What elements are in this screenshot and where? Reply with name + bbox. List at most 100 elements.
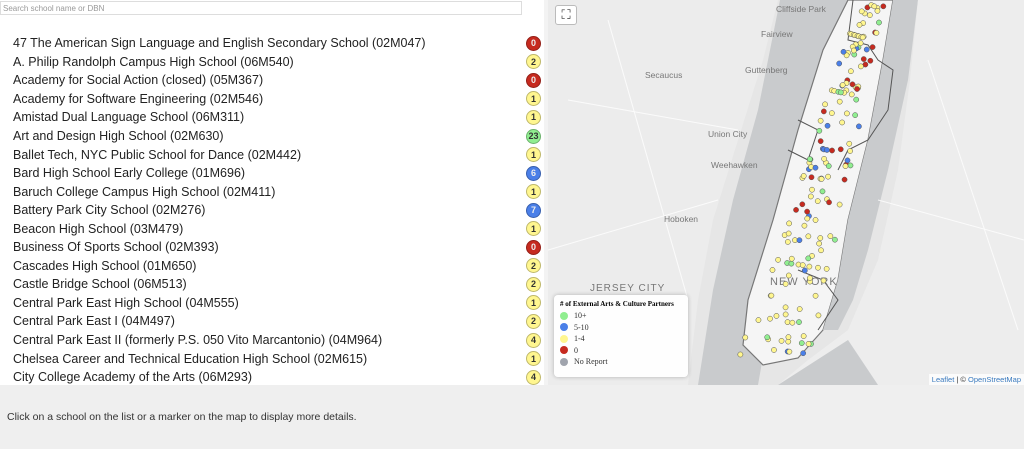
school-marker[interactable]	[829, 110, 835, 116]
school-marker[interactable]	[809, 186, 815, 193]
school-marker[interactable]	[836, 98, 843, 105]
school-marker[interactable]	[788, 260, 795, 267]
search-input[interactable]	[0, 1, 522, 15]
school-marker[interactable]	[858, 63, 864, 70]
school-marker[interactable]	[857, 40, 864, 47]
school-marker[interactable]	[850, 47, 857, 54]
school-marker[interactable]	[784, 319, 791, 325]
school-marker[interactable]	[832, 236, 838, 243]
school-marker[interactable]	[805, 340, 812, 347]
school-list-item[interactable]: Bard High School Early College (01M696) 6	[13, 164, 543, 183]
school-marker[interactable]	[856, 22, 863, 28]
school-marker[interactable]	[836, 60, 843, 67]
school-list-item[interactable]: Ballet Tech, NYC Public School for Dance…	[13, 145, 543, 164]
school-marker[interactable]	[853, 96, 860, 103]
school-marker[interactable]	[818, 247, 824, 254]
school-marker[interactable]	[784, 239, 791, 245]
school-marker[interactable]	[785, 272, 792, 279]
school-marker[interactable]	[805, 255, 812, 262]
school-marker[interactable]	[788, 255, 795, 262]
school-marker[interactable]	[796, 237, 803, 244]
osm-link[interactable]: OpenStreetMap	[968, 375, 1021, 384]
school-marker[interactable]	[820, 108, 827, 115]
school-marker[interactable]	[807, 193, 814, 200]
school-marker[interactable]	[818, 176, 825, 182]
school-marker[interactable]	[839, 119, 845, 126]
school-marker[interactable]	[823, 266, 830, 272]
school-marker[interactable]	[814, 198, 821, 204]
school-marker[interactable]	[816, 127, 823, 134]
school-marker[interactable]	[769, 267, 776, 273]
school-marker[interactable]	[812, 292, 819, 299]
school-list-item[interactable]: Castle Bridge School (06M513) 2	[13, 275, 543, 294]
school-marker[interactable]	[782, 281, 789, 287]
school-marker[interactable]	[880, 3, 887, 10]
school-marker[interactable]	[843, 52, 850, 59]
school-marker[interactable]	[824, 147, 830, 153]
school-marker[interactable]	[854, 86, 860, 92]
school-list-item[interactable]: Central Park East I (04M497) 2	[13, 312, 543, 331]
school-marker[interactable]	[782, 311, 789, 318]
school-marker[interactable]	[815, 264, 821, 271]
school-marker[interactable]	[873, 30, 880, 36]
school-marker[interactable]	[841, 176, 848, 183]
school-marker[interactable]	[847, 148, 853, 154]
school-marker[interactable]	[863, 46, 870, 53]
school-marker[interactable]	[782, 304, 789, 311]
school-marker[interactable]	[785, 334, 792, 340]
school-marker[interactable]	[799, 201, 806, 208]
school-marker[interactable]	[819, 188, 826, 195]
map[interactable]: Cliffside Park Fairview Secaucus Guttenb…	[548, 0, 1024, 385]
school-marker[interactable]	[808, 174, 815, 181]
school-list-item[interactable]: Business Of Sports School (02M393) 0	[13, 238, 543, 257]
school-marker[interactable]	[824, 122, 831, 129]
school-marker[interactable]	[876, 19, 882, 26]
school-marker[interactable]	[825, 163, 832, 169]
school-marker[interactable]	[848, 68, 854, 75]
school-marker[interactable]	[742, 334, 749, 341]
school-marker[interactable]	[844, 157, 851, 164]
school-marker[interactable]	[796, 306, 803, 312]
school-list-item[interactable]: Amistad Dual Language School (06M311) 1	[13, 108, 543, 127]
school-marker[interactable]	[826, 199, 832, 206]
school-marker[interactable]	[755, 317, 762, 323]
school-marker[interactable]	[829, 147, 835, 154]
school-marker[interactable]	[836, 201, 843, 208]
school-marker[interactable]	[839, 82, 846, 88]
school-list-item[interactable]: Central Park East High School (04M555) 1	[13, 294, 543, 313]
school-marker[interactable]	[859, 34, 866, 41]
school-list-item[interactable]: Academy for Social Action (closed) (05M3…	[13, 71, 543, 90]
school-marker[interactable]	[817, 235, 824, 241]
school-marker[interactable]	[801, 267, 808, 274]
school-marker[interactable]	[800, 173, 807, 179]
school-list-item[interactable]: Battery Park City School (02M276) 7	[13, 201, 543, 220]
school-marker[interactable]	[874, 8, 881, 14]
school-marker[interactable]	[840, 48, 847, 55]
school-marker[interactable]	[778, 337, 785, 344]
school-marker[interactable]	[827, 233, 834, 239]
school-list-item[interactable]: Beacon High School (03M479) 1	[13, 219, 543, 238]
school-marker[interactable]	[786, 220, 792, 227]
school-marker[interactable]	[796, 319, 802, 325]
school-marker[interactable]	[816, 240, 822, 247]
school-marker[interactable]	[847, 162, 854, 169]
school-marker[interactable]	[852, 112, 858, 118]
school-marker[interactable]	[767, 315, 773, 322]
school-marker[interactable]	[807, 156, 813, 162]
school-marker[interactable]	[800, 333, 807, 339]
school-marker[interactable]	[842, 163, 849, 170]
fullscreen-button[interactable]: ⛶	[555, 5, 577, 25]
school-marker[interactable]	[773, 313, 780, 319]
school-marker[interactable]	[820, 277, 827, 284]
school-list-item[interactable]: City College Academy of the Arts (06M293…	[13, 368, 543, 385]
school-marker[interactable]	[812, 164, 819, 171]
school-list-item[interactable]: Central Park East II (formerly P.S. 050 …	[13, 331, 543, 350]
school-marker[interactable]	[867, 57, 874, 64]
school-marker[interactable]	[815, 312, 822, 319]
school-marker[interactable]	[764, 334, 771, 341]
school-marker[interactable]	[858, 8, 865, 15]
school-marker[interactable]	[798, 340, 805, 346]
school-marker[interactable]	[793, 207, 799, 213]
school-list-item[interactable]: 47 The American Sign Language and Englis…	[13, 34, 543, 53]
school-marker[interactable]	[838, 89, 844, 96]
